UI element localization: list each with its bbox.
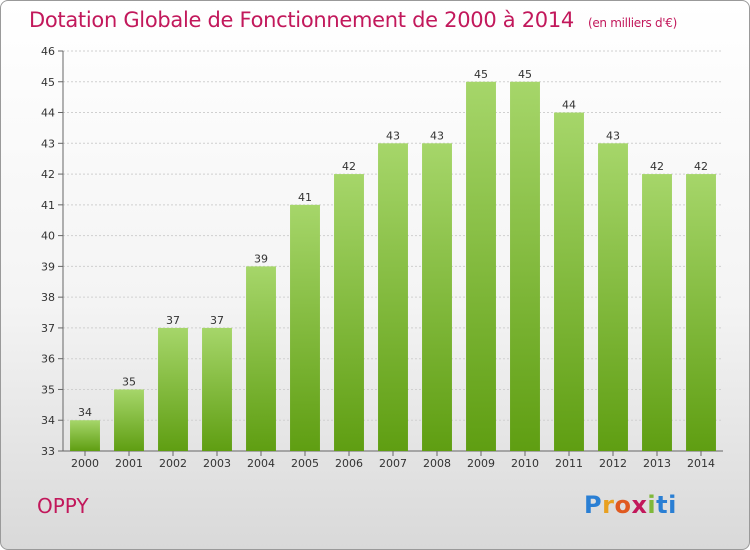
x-tick-label: 2001 [115, 457, 143, 470]
y-tick-label: 44 [41, 107, 55, 120]
chart-unit-note: (en milliers d'€) [587, 16, 677, 30]
data-label: 37 [210, 314, 224, 327]
x-tick-label: 2008 [423, 457, 451, 470]
x-tick-label: 2011 [555, 457, 583, 470]
data-label: 45 [518, 68, 532, 81]
y-tick-label: 35 [41, 383, 55, 396]
bar [202, 327, 232, 451]
data-label: 37 [166, 314, 180, 327]
data-label: 44 [562, 99, 576, 112]
bar [246, 266, 276, 451]
x-tick-label: 2007 [379, 457, 407, 470]
y-tick-label: 33 [41, 445, 55, 458]
bar [334, 174, 364, 452]
data-label: 43 [386, 129, 400, 142]
data-label: 42 [342, 160, 356, 173]
bar [466, 81, 496, 452]
x-tick-label: 2000 [71, 457, 99, 470]
bar [422, 143, 452, 452]
data-label: 42 [694, 160, 708, 173]
x-tick-label: 2006 [335, 457, 363, 470]
x-tick-label: 2004 [247, 457, 275, 470]
data-label: 35 [122, 375, 136, 388]
chart-title-text: Dotation Globale de Fonctionnement de 20… [29, 8, 574, 32]
bar [290, 204, 320, 451]
y-tick-label: 40 [41, 230, 55, 243]
data-label: 42 [650, 160, 664, 173]
y-tick-label: 46 [41, 45, 55, 58]
bar [598, 143, 628, 452]
x-tick-label: 2012 [599, 457, 627, 470]
commune-name: OPPY [37, 494, 89, 518]
x-tick-label: 2010 [511, 457, 539, 470]
bar [158, 327, 188, 451]
bar [554, 112, 584, 452]
data-label: 45 [474, 68, 488, 81]
data-label: 41 [298, 191, 312, 204]
y-tick-label: 34 [41, 414, 55, 427]
data-label: 43 [606, 129, 620, 142]
bar [510, 81, 540, 452]
bar [114, 389, 144, 451]
x-tick-label: 2003 [203, 457, 231, 470]
x-tick-label: 2014 [687, 457, 715, 470]
y-tick-label: 36 [41, 353, 55, 366]
proxiti-logo: Proxiti [584, 491, 677, 519]
x-tick-label: 2002 [159, 457, 187, 470]
x-tick-label: 2009 [467, 457, 495, 470]
y-tick-label: 39 [41, 260, 55, 273]
bar [686, 174, 716, 452]
y-tick-label: 37 [41, 322, 55, 335]
x-tick-label: 2013 [643, 457, 671, 470]
data-label: 39 [254, 252, 268, 265]
y-tick-label: 45 [41, 76, 55, 89]
data-label: 43 [430, 129, 444, 142]
y-tick-label: 38 [41, 291, 55, 304]
y-tick-label: 43 [41, 137, 55, 150]
x-tick-label: 2005 [291, 457, 319, 470]
plot-area: 33 34 35 36 37 38 39 40 41 42 43 44 45 46 34 2000 35 2001… [41, 45, 723, 470]
bar [70, 420, 100, 451]
y-tick-label: 42 [41, 168, 55, 181]
bar [378, 143, 408, 452]
data-label: 34 [78, 406, 92, 419]
chart-title: Dotation Globale de Fonctionnement de 20… [29, 8, 677, 32]
y-tick-label: 41 [41, 199, 55, 212]
bar [642, 174, 672, 452]
